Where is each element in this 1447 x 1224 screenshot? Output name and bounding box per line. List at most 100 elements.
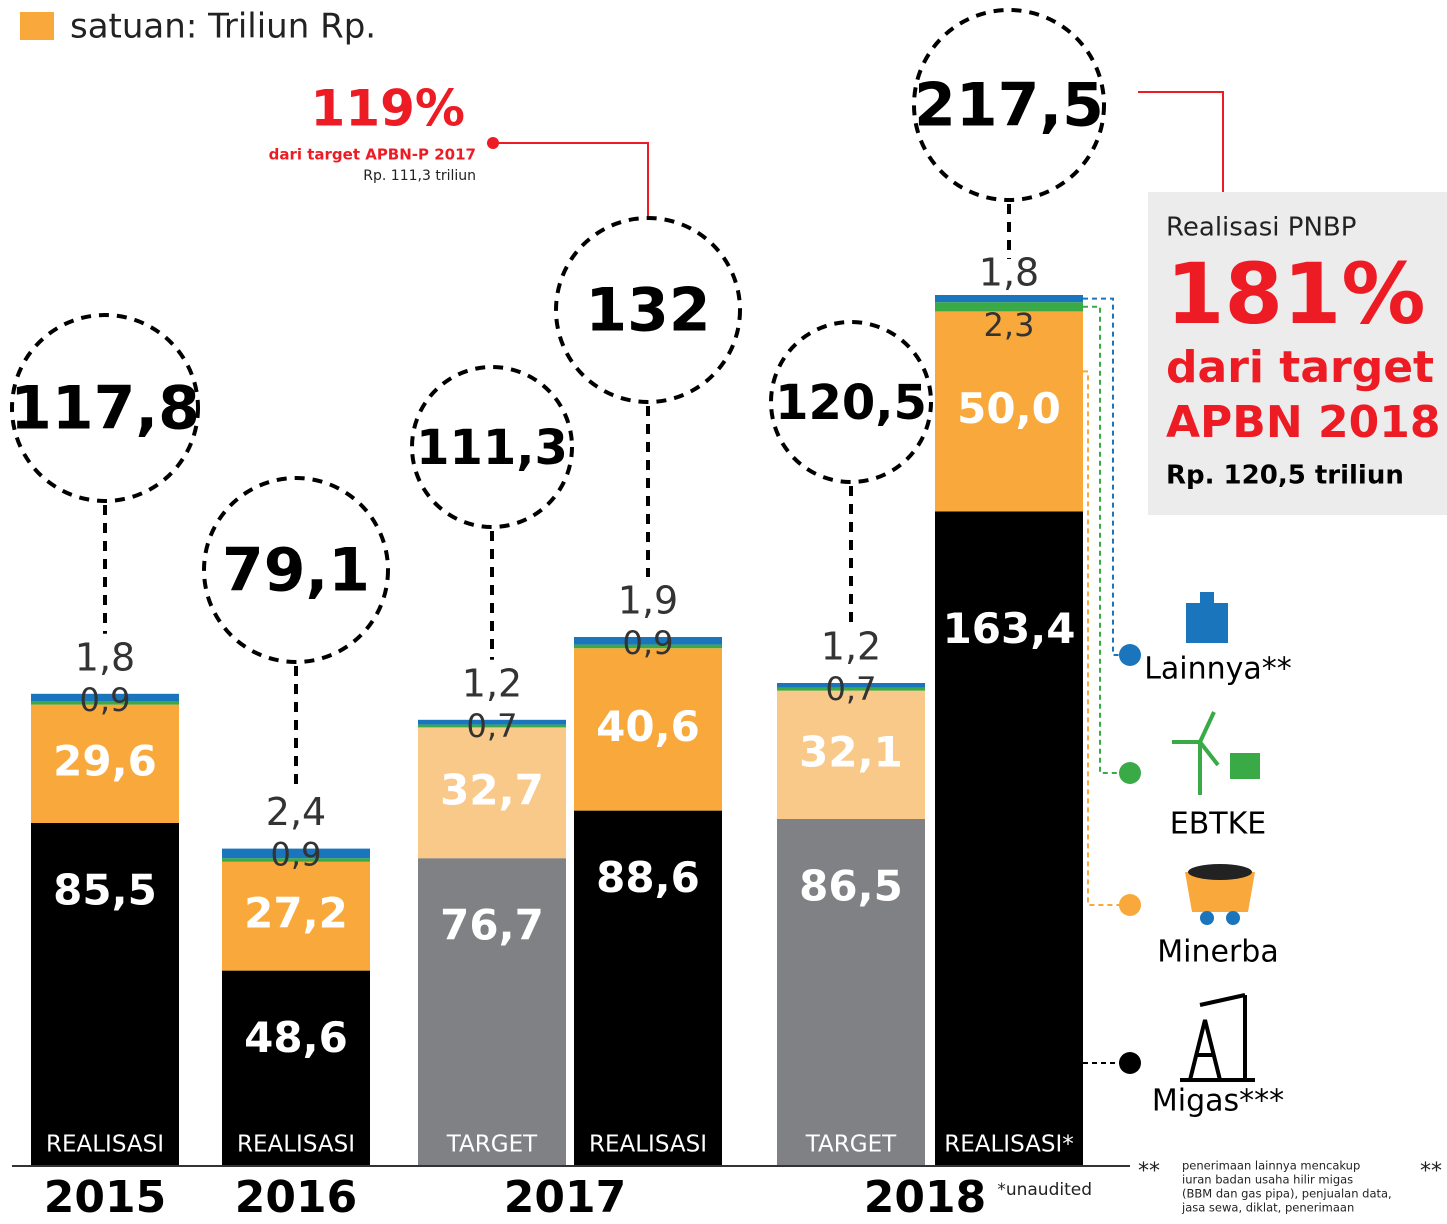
bar-segment [935,311,1083,512]
value-label: 0,7 [467,707,518,745]
highlight-box [1148,192,1447,515]
value-label: 1,2 [462,661,522,705]
legend-connector [1083,305,1130,774]
total-label: 111,3 [416,420,568,476]
legend-dot [1119,894,1141,916]
value-label: 2,4 [266,790,326,834]
unaudited-note: *unaudited [997,1180,1092,1200]
bar-segment [31,704,179,823]
icon-wind [1172,711,1260,795]
bar-segment [574,810,722,1165]
total-label: 120,5 [775,375,927,431]
value-label: 29,6 [53,736,157,785]
value-label: 2,3 [984,306,1035,344]
bar-segment [31,693,179,701]
bar-segment [418,724,566,728]
year-label: 2016 [235,1172,357,1223]
bar-label: REALISASI [46,1132,164,1158]
value-label: 76,7 [440,901,544,950]
value-label: 27,2 [244,889,348,938]
bar-segment [222,861,370,971]
value-label: 40,6 [596,702,700,751]
value-label: 1,2 [821,625,881,669]
box-title: Realisasi PNBP [1166,213,1356,243]
total-label: 79,1 [222,536,370,606]
total-circle [554,216,742,404]
bar-segment [31,823,179,1165]
pct-2017-text: dari target APBN-P 2017 [269,146,476,164]
value-label: 1,8 [75,635,135,679]
total-label: 132 [585,276,710,346]
bar-label: REALISASI [237,1132,355,1158]
bar-segment [222,970,370,1165]
total-circle [769,320,933,484]
value-label: 1,9 [618,579,678,623]
value-label: 0,7 [826,670,877,708]
legend-label: EBTKE [1170,807,1267,842]
total-label: 117,8 [10,374,200,444]
box-sub: Rp. 120,5 triliun [1166,461,1404,491]
bar-segment [31,701,179,705]
total-circle [912,8,1106,202]
legend-dot [1119,1052,1141,1074]
legend-connector [1083,297,1130,656]
value-label: 85,5 [53,866,157,915]
bar-label: TARGET [805,1132,897,1158]
value-label: 163,4 [943,604,1076,653]
value-label: 0,9 [271,836,322,874]
legend-label: Minerba [1157,935,1278,970]
bar-segment [935,295,1083,303]
legend-label: Lainnya** [1144,652,1292,687]
total-label: 217,5 [914,71,1104,141]
value-label: 1,8 [979,251,1039,295]
icon-pump [1180,993,1255,1082]
box-line: APBN 2018 [1166,397,1440,448]
value-label: 86,5 [799,862,903,911]
box-line: dari target [1166,342,1434,393]
footnote-line: iuran badan usaha hilir migas [1182,1173,1353,1187]
bar-segment [777,683,925,688]
legend-swatch [20,12,54,40]
bar-segment [574,637,722,645]
pct-2017: 119% [311,80,465,138]
legend-label: Migas*** [1152,1084,1284,1119]
bar-segment [574,644,722,649]
value-label: 88,6 [596,853,700,902]
value-label: 32,7 [440,765,544,814]
legend-dot [1119,644,1141,666]
box-pct: 181% [1166,245,1426,343]
bar-segment [777,819,925,1165]
callout-line [493,142,649,218]
bar-segment [935,511,1083,1165]
bar-segment [418,719,566,725]
callout-line [1138,91,1224,192]
footnote-mark: ** [1420,1159,1442,1184]
bar-segment [222,858,370,862]
value-label: 0,9 [80,681,131,719]
value-label: 48,6 [244,1013,348,1062]
total-circle [10,313,200,503]
footnote-line: jasa sewa, diklat, penerimaan [1181,1201,1354,1215]
icon-cart [1185,864,1255,925]
total-circle [410,365,574,529]
year-label: 2015 [44,1172,166,1223]
bar-label: REALISASI [589,1132,707,1158]
bar-segment [222,848,370,859]
value-label: 50,0 [957,384,1061,433]
value-label: 0,9 [623,624,674,662]
bar-segment [418,858,566,1165]
value-label: 32,1 [799,727,903,776]
year-label: 2018 [864,1172,986,1223]
bar-label: TARGET [446,1132,538,1158]
icon-building [1186,592,1228,643]
bar-label: REALISASI* [944,1132,1074,1158]
footnote-line: penerimaan lainnya mencakup [1182,1159,1360,1173]
footnote-line: (BBM dan gas pipa), penjualan data, [1182,1187,1392,1201]
footnote-mark: ** [1138,1159,1160,1184]
bar-segment [574,648,722,811]
bar-segment [777,687,925,691]
bar-segment [935,302,1083,312]
legend-dot [1119,762,1141,784]
total-circle [202,476,390,664]
